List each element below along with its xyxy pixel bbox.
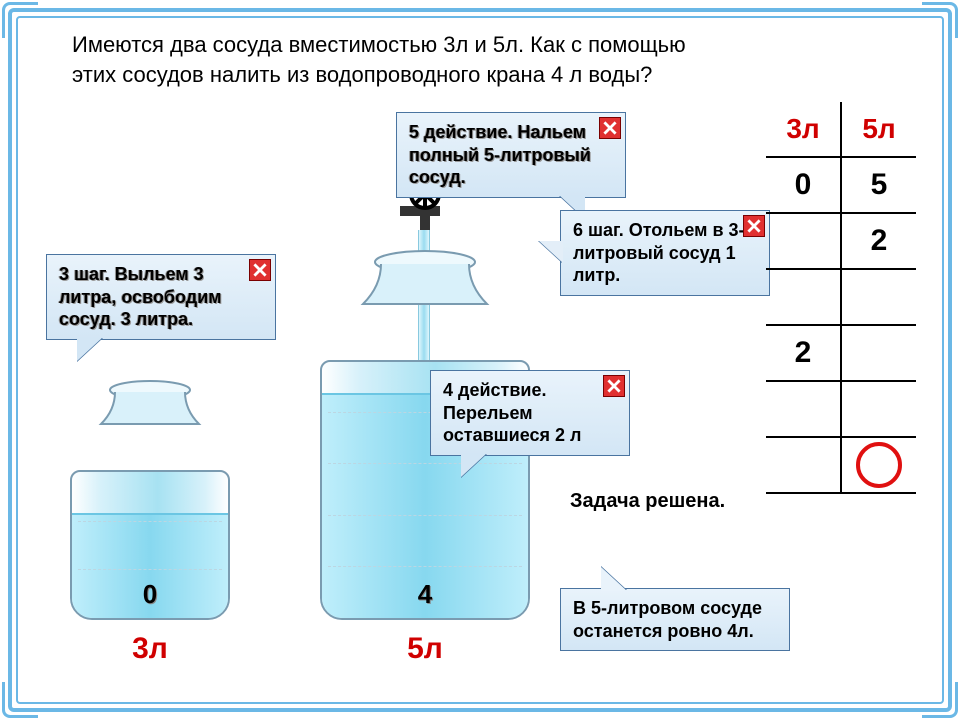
- vessel-neck: [95, 380, 205, 426]
- solved-text: Задача решена.: [570, 490, 725, 513]
- callout-text: В 5-литровом сосуде останется ровно 4л.: [573, 598, 762, 641]
- table-cell: 2: [842, 214, 916, 270]
- table-cell: [766, 438, 842, 494]
- table-row: 0 5: [766, 158, 916, 214]
- table-header: 3л 5л: [766, 102, 916, 158]
- vessel-5l-label: 5л: [407, 632, 443, 666]
- close-icon[interactable]: [603, 375, 625, 397]
- callout-step-5: 5 действие. Нальем полный 5-литровый сос…: [396, 112, 626, 198]
- table-header-3l: 3л: [766, 102, 842, 158]
- table-cell-answer: [842, 438, 916, 494]
- vessel-3l-value: 0: [143, 579, 157, 610]
- callout-step-4: 4 действие. Перельем оставшиеся 2 л: [430, 370, 630, 456]
- callout-text: 3 шаг. Выльем 3 литра, освободим сосуд. …: [59, 264, 222, 329]
- callout-text: 4 действие. Перельем оставшиеся 2 л: [443, 380, 581, 445]
- table-cell: [842, 326, 916, 382]
- table-row: 2: [766, 214, 916, 270]
- vessel-neck: [355, 250, 495, 306]
- corner-decoration: [2, 2, 38, 38]
- table-row: 2: [766, 326, 916, 382]
- vessel-3l-label: 3л: [132, 632, 168, 666]
- table-cell: [766, 214, 842, 270]
- table-cell: [766, 382, 842, 438]
- vessel-5l-value: 4: [418, 579, 432, 610]
- answer-circle-icon: [856, 442, 902, 488]
- callout-step-3: 3 шаг. Выльем 3 литра, освободим сосуд. …: [46, 254, 276, 340]
- callout-result: В 5-литровом сосуде останется ровно 4л.: [560, 588, 790, 651]
- vessel-3l: 0 3л: [70, 420, 230, 620]
- table-cell: [842, 270, 916, 326]
- corner-decoration: [922, 682, 958, 718]
- callout-step-6: 6 шаг. Отольем в 3-литровый сосуд 1 литр…: [560, 210, 770, 296]
- table-cell: 5: [842, 158, 916, 214]
- vessel-5l: 4 5л: [320, 300, 530, 620]
- table-row: [766, 438, 916, 494]
- corner-decoration: [922, 2, 958, 38]
- close-icon[interactable]: [743, 215, 765, 237]
- problem-text: Имеются два сосуда вместимостью 3л и 5л.…: [72, 30, 700, 89]
- table-cell: 0: [766, 158, 842, 214]
- table-cell: 2: [766, 326, 842, 382]
- table-cell: [766, 270, 842, 326]
- corner-decoration: [2, 682, 38, 718]
- close-icon[interactable]: [599, 117, 621, 139]
- table-cell: [842, 382, 916, 438]
- table-header-5l: 5л: [842, 102, 916, 158]
- callout-text: 5 действие. Нальем полный 5-литровый сос…: [409, 122, 591, 187]
- state-table: 3л 5л 0 5 2 2: [766, 102, 916, 494]
- table-row: [766, 270, 916, 326]
- table-row: [766, 382, 916, 438]
- callout-text: 6 шаг. Отольем в 3-литровый сосуд 1 литр…: [573, 220, 745, 285]
- close-icon[interactable]: [249, 259, 271, 281]
